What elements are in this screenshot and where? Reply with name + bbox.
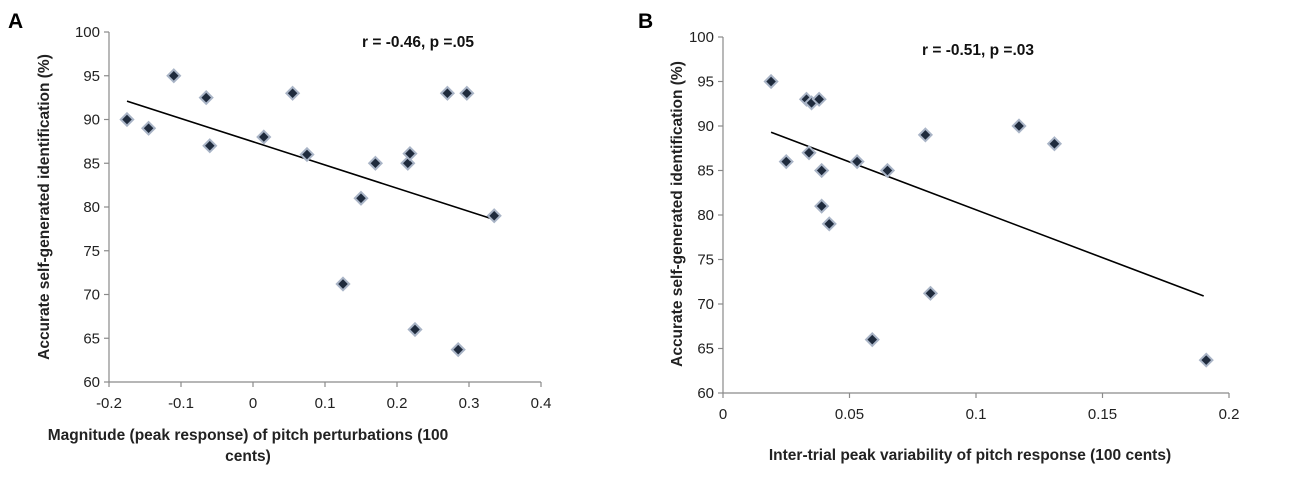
panel-b-label: B bbox=[638, 10, 653, 33]
panel-b-data-point bbox=[922, 285, 939, 301]
panel-a-data-point bbox=[367, 155, 384, 171]
panel-a-label: A bbox=[8, 10, 23, 33]
panel-a-x-tick-label: 0.1 bbox=[315, 395, 336, 412]
panel-b-x-tick-label: 0.1 bbox=[966, 406, 987, 423]
panel-b-data-point bbox=[849, 153, 865, 170]
panel-a-data-point bbox=[353, 190, 369, 206]
panel-a-data-point bbox=[486, 208, 502, 224]
panel-b-y-tick-label: 95 bbox=[697, 74, 714, 91]
panel-a-y-tick-label: 85 bbox=[83, 155, 100, 172]
panel-b-y-tick-label: 85 bbox=[697, 163, 714, 180]
panel-a-y-tick-label: 75 bbox=[83, 243, 100, 260]
panel-a-x-tick-label: 0.3 bbox=[459, 395, 480, 412]
panel-b-data-point bbox=[763, 73, 779, 90]
panel-a-y-tick-label: 90 bbox=[83, 112, 100, 129]
panel-a-data-point bbox=[402, 146, 418, 162]
panel-a-y-tick-label: 100 bbox=[75, 24, 100, 41]
panel-a-data-point bbox=[299, 146, 315, 163]
panel-a-y-tick-label: 60 bbox=[83, 374, 100, 391]
panel-b-y-tick-label: 60 bbox=[697, 385, 714, 402]
panel-b-data-point bbox=[917, 127, 934, 143]
panel-b-y-tick-label: 70 bbox=[697, 296, 714, 313]
panel-a-data-point bbox=[119, 111, 135, 128]
panel-b-data-point bbox=[864, 331, 880, 348]
panel-a-y-tick-label: 80 bbox=[83, 199, 100, 216]
panel-a-y-tick-label: 70 bbox=[83, 287, 100, 304]
panel-a-data-point bbox=[140, 120, 157, 136]
panel-b-x-tick-label: 0.15 bbox=[1088, 406, 1117, 423]
panel-b-y-tick-label: 65 bbox=[697, 341, 714, 358]
panel-b-trendline bbox=[770, 131, 1204, 297]
panel-b-data-point bbox=[1046, 136, 1063, 152]
panel-a-xlabel-line2: cents) bbox=[225, 448, 271, 465]
panel-b-y-tick-label: 90 bbox=[697, 118, 714, 135]
panel-a-x-tick-label: 0.4 bbox=[531, 395, 552, 412]
panel-a-chart: A r = -0.46, p =.05 Magnitude (peak resp… bbox=[8, 10, 551, 465]
panel-a-x-tick-label: 0 bbox=[249, 395, 257, 412]
panel-b-chart: B r = -0.51, p =.03 Inter-trial peak var… bbox=[638, 10, 1239, 464]
panel-a-stat-annotation: r = -0.46, p =.05 bbox=[362, 34, 474, 51]
panel-a-ylabel: Accurate self-generated identification (… bbox=[36, 54, 53, 360]
panel-a-y-tick-label: 65 bbox=[83, 330, 100, 347]
panel-a-data-point bbox=[166, 68, 182, 84]
panel-b-data-point bbox=[1198, 352, 1214, 368]
panel-b-data-point bbox=[814, 198, 830, 214]
panel-a-x-tick-label: 0.2 bbox=[387, 395, 408, 412]
panel-b-data-point bbox=[801, 145, 817, 161]
panel-b-xlabel: Inter-trial peak variability of pitch re… bbox=[769, 447, 1171, 464]
panel-b-y-tick-label: 75 bbox=[697, 252, 714, 269]
panel-b-y-tick-label: 80 bbox=[697, 207, 714, 224]
panel-b-x-tick-label: 0.05 bbox=[835, 406, 864, 423]
panel-b-data-point bbox=[814, 162, 830, 179]
panel-a-data-point bbox=[407, 321, 423, 338]
panel-b-data-point bbox=[1011, 118, 1027, 134]
panel-b-data-point bbox=[811, 91, 827, 107]
panel-a-data-point bbox=[198, 90, 214, 106]
panel-a-xlabel-line1: Magnitude (peak response) of pitch pertu… bbox=[48, 427, 448, 444]
panel-a-data-point bbox=[256, 129, 272, 145]
panel-a-data-point bbox=[400, 155, 416, 171]
panel-a-data-point bbox=[202, 138, 218, 154]
panel-b-x-tick-label: 0 bbox=[719, 406, 727, 423]
panel-b-x-tick-label: 0.2 bbox=[1219, 406, 1240, 423]
panel-a-x-tick-label: -0.1 bbox=[168, 395, 194, 412]
panel-a-data-point bbox=[284, 85, 301, 101]
panel-a-data-point bbox=[439, 85, 456, 101]
panel-b-data-point bbox=[821, 216, 837, 232]
panel-a-data-point bbox=[335, 276, 351, 292]
panel-a-x-tick-label: -0.2 bbox=[96, 395, 122, 412]
panel-a-y-tick-label: 95 bbox=[83, 68, 100, 85]
panel-b-ylabel: Accurate self-generated identification (… bbox=[669, 61, 686, 367]
panel-b-stat-annotation: r = -0.51, p =.03 bbox=[922, 42, 1034, 59]
panel-b-y-tick-label: 100 bbox=[689, 29, 714, 46]
panel-b-data-point bbox=[879, 162, 896, 179]
panel-b-data-point bbox=[778, 153, 794, 170]
panel-a-data-point bbox=[459, 85, 475, 101]
panel-a-data-point bbox=[450, 342, 466, 358]
